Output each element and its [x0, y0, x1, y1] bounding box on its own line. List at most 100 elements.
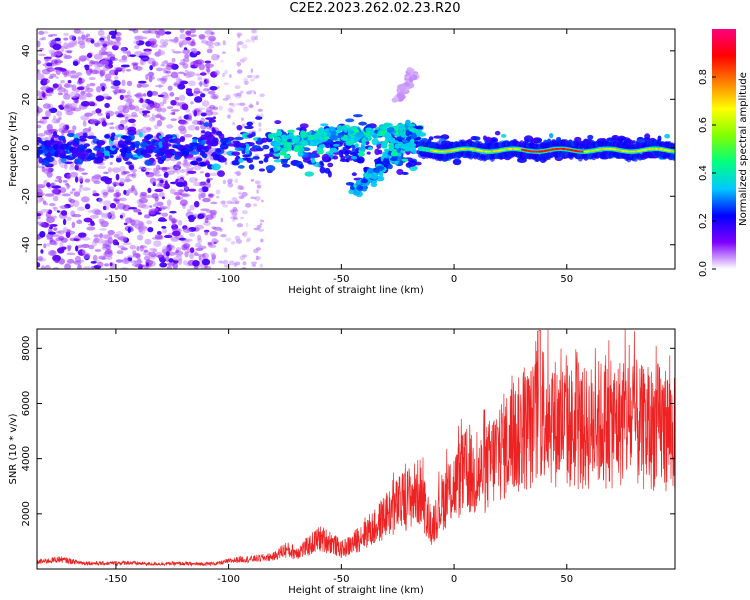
noise-speck: [110, 122, 114, 125]
noise-speck: [52, 43, 62, 51]
noise-speck: [185, 173, 189, 176]
band-blob: [664, 133, 671, 139]
noise-speck: [40, 266, 47, 269]
streak-blob: [354, 134, 361, 139]
noise-speck: [122, 50, 129, 54]
noise-speck: [177, 78, 181, 84]
band-blob: [166, 143, 172, 147]
noise-speck: [240, 117, 244, 121]
noise-speck: [196, 254, 205, 257]
highlight-blob: [318, 144, 326, 148]
noise-speck: [120, 64, 130, 68]
noise-speck: [124, 94, 132, 99]
noise-speck: [253, 248, 259, 254]
noise-speck: [58, 235, 65, 241]
noise-speck: [71, 221, 76, 229]
band-blob: [189, 142, 199, 147]
noise-speck: [201, 186, 209, 193]
noise-speck: [187, 124, 197, 131]
noise-speck: [204, 172, 211, 178]
noise-speck: [71, 84, 77, 92]
noise-speck: [166, 106, 174, 109]
heatmap-y-axis-label: Frequency (Hz): [8, 111, 19, 187]
noise-speck: [230, 216, 237, 220]
band-blob: [172, 137, 182, 144]
noise-speck: [117, 245, 125, 249]
noise-speck: [59, 122, 66, 129]
band-blob: [104, 155, 110, 160]
noise-speck: [242, 77, 249, 82]
noise-speck: [138, 197, 149, 204]
x-tick-label: -50: [333, 574, 349, 585]
band-blob: [265, 164, 276, 172]
noise-speck: [77, 206, 86, 212]
noise-speck: [198, 33, 206, 40]
band-blob: [144, 159, 153, 166]
noise-speck: [40, 208, 50, 213]
noise-speck: [88, 76, 96, 81]
highlight-blob: [311, 158, 316, 164]
noise-speck: [104, 73, 112, 80]
noise-speck: [37, 40, 41, 48]
noise-speck: [114, 66, 124, 71]
noise-speck: [178, 40, 184, 47]
noise-speck: [175, 162, 181, 170]
noise-speck: [154, 188, 164, 193]
noise-speck: [60, 210, 68, 216]
noise-speck: [170, 99, 177, 106]
noise-speck: [149, 177, 157, 185]
noise-speck: [37, 69, 40, 74]
noise-speck: [81, 237, 91, 241]
noise-speck: [61, 100, 65, 106]
noise-speck: [256, 184, 262, 189]
noise-speck: [77, 264, 82, 269]
noise-speck: [86, 72, 92, 76]
noise-speck: [77, 244, 83, 249]
highlight-blob: [293, 136, 300, 142]
noise-speck: [207, 90, 216, 95]
noise-speck: [81, 172, 88, 175]
band-blob: [201, 153, 208, 159]
noise-speck: [73, 191, 81, 197]
noise-speck: [152, 102, 160, 109]
band-blob: [263, 153, 274, 158]
noise-speck: [224, 69, 228, 75]
noise-speck: [71, 188, 76, 192]
noise-speck: [190, 34, 197, 37]
noise-speck: [190, 47, 197, 53]
band-blob: [74, 158, 84, 165]
noise-speck: [163, 60, 169, 65]
noise-speck: [103, 96, 112, 100]
streak-blob: [391, 155, 399, 160]
band-blob: [139, 149, 148, 156]
noise-speck: [209, 209, 217, 216]
noise-speck: [193, 165, 202, 171]
noise-speck: [162, 93, 170, 101]
noise-speck: [122, 107, 130, 114]
noise-speck: [216, 54, 220, 59]
noise-speck: [242, 261, 247, 266]
noise-speck: [81, 187, 91, 191]
noise-speck: [205, 35, 214, 38]
band-blob: [407, 159, 417, 167]
band-blob: [160, 139, 166, 143]
noise-speck: [223, 247, 228, 253]
band-blob: [200, 139, 206, 145]
noise-speck: [139, 58, 144, 66]
noise-speck: [164, 180, 168, 187]
noise-speck: [188, 80, 196, 87]
noise-speck: [106, 34, 111, 42]
highlight-blob: [276, 130, 283, 136]
noise-speck: [169, 92, 175, 97]
noise-speck: [193, 213, 198, 218]
noise-speck: [118, 89, 127, 94]
noise-speck: [100, 176, 110, 182]
noise-speck: [234, 85, 241, 90]
noise-speck: [72, 125, 77, 131]
noise-speck: [217, 260, 223, 264]
noise-speck: [259, 222, 263, 226]
band-blob: [125, 161, 133, 165]
noise-speck: [39, 230, 46, 238]
noise-speck: [221, 51, 226, 54]
noise-speck: [149, 247, 157, 252]
